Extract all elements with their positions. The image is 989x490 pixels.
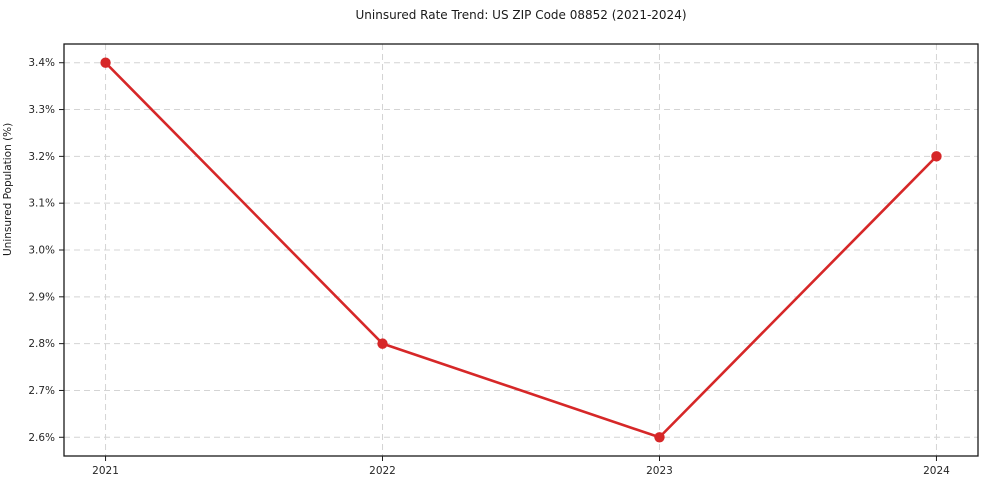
y-tick-label: 3.0% <box>28 245 55 257</box>
x-tick-label: 2022 <box>369 465 396 477</box>
x-tick-label: 2021 <box>92 465 119 477</box>
y-tick-label: 2.7% <box>28 385 55 397</box>
y-tick-label: 3.4% <box>28 57 55 69</box>
y-tick-label: 3.1% <box>28 198 55 210</box>
y-tick-label: 2.9% <box>28 291 55 303</box>
data-point <box>931 151 942 162</box>
data-point <box>654 432 665 443</box>
x-tick-label: 2024 <box>923 465 950 477</box>
data-point <box>377 338 388 349</box>
plot-border <box>63 43 979 457</box>
data-point <box>100 57 111 68</box>
y-tick-label: 2.6% <box>28 432 55 444</box>
y-tick-label: 3.3% <box>28 104 55 116</box>
chart-title: Uninsured Rate Trend: US ZIP Code 08852 … <box>355 8 687 22</box>
y-tick-label: 2.8% <box>28 338 55 350</box>
y-tick-label: 3.2% <box>28 151 55 163</box>
trend-line <box>104 61 938 439</box>
x-tick-label: 2023 <box>646 465 673 477</box>
